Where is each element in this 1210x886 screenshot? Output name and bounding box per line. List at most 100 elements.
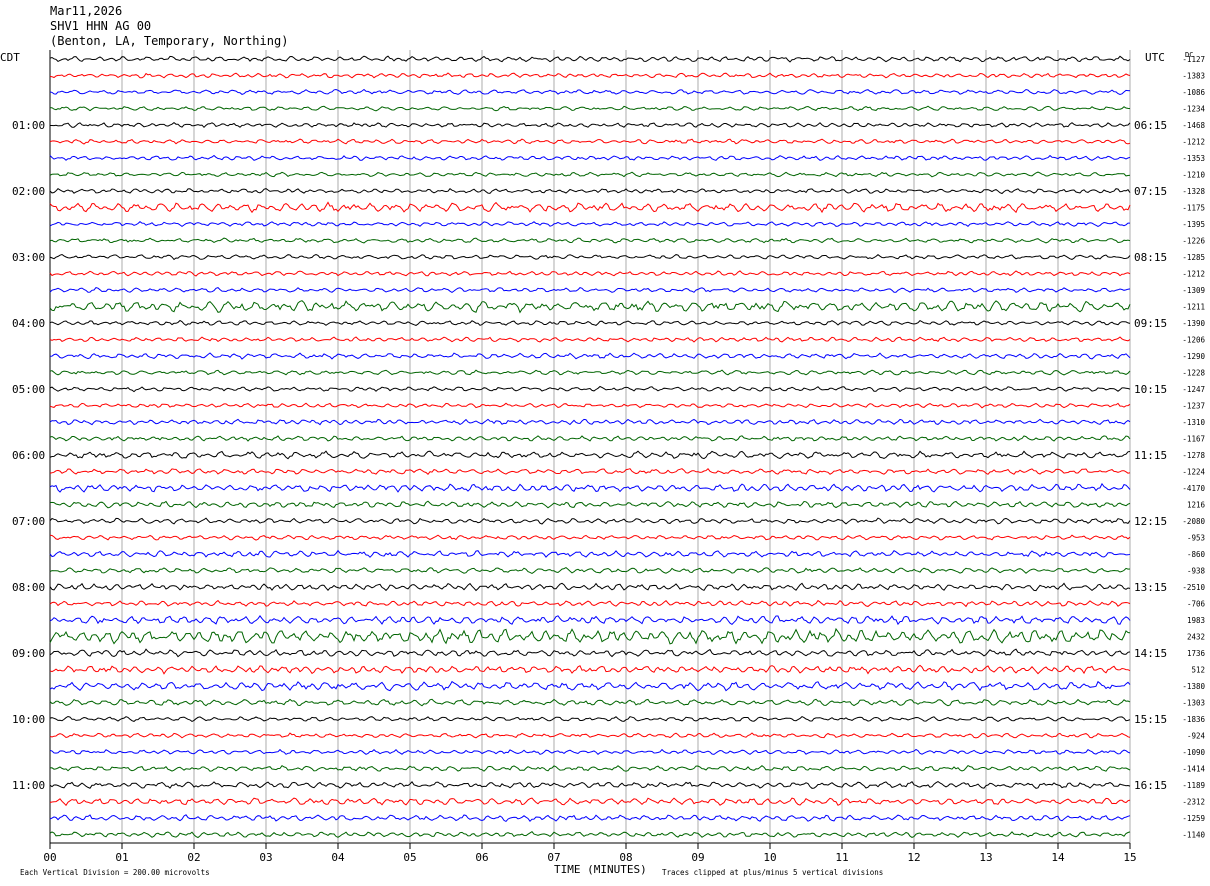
left-hour-label: 04:00 — [12, 317, 45, 330]
seismic-trace — [49, 300, 1131, 314]
left-hour-label: 06:00 — [12, 449, 45, 462]
x-tick-label: 15 — [1123, 851, 1136, 864]
seismic-trace — [49, 534, 1131, 541]
x-tick-label: 11 — [835, 851, 848, 864]
x-tick-label: 14 — [1051, 851, 1065, 864]
seismic-trace — [49, 237, 1131, 244]
seismic-trace — [49, 154, 1131, 161]
seismic-trace — [49, 732, 1131, 739]
left-hour-label: 07:00 — [12, 515, 45, 528]
right-hour-label: 12:15 — [1134, 515, 1167, 528]
seismic-trace — [49, 369, 1131, 376]
dc-offset-label: 1983 — [1187, 616, 1205, 625]
seismic-trace — [49, 319, 1131, 326]
station-label: SHV1 HHN AG 00 — [50, 19, 152, 33]
dc-offset-label: 512 — [1191, 666, 1205, 675]
x-tick-label: 04 — [331, 851, 345, 864]
seismic-trace — [49, 764, 1131, 772]
seismic-trace — [49, 648, 1131, 658]
dc-offset-label: -706 — [1187, 600, 1206, 609]
seismic-trace — [49, 549, 1131, 558]
seismic-trace — [49, 517, 1131, 525]
dc-offset-label: -1228 — [1182, 369, 1205, 378]
right-hour-label: 08:15 — [1134, 251, 1167, 264]
dc-offset-label: -1310 — [1182, 418, 1205, 427]
x-tick-label: 13 — [979, 851, 992, 864]
x-tick-label: 09 — [691, 851, 704, 864]
seismic-trace — [49, 627, 1131, 645]
seismic-trace — [49, 385, 1131, 393]
dc-offset-label: -1212 — [1182, 270, 1205, 279]
dc-offset-label: -1383 — [1182, 72, 1205, 81]
seismic-trace — [49, 188, 1131, 195]
dc-offset-label: -2510 — [1182, 583, 1205, 592]
dc-offset-label: 1216 — [1187, 501, 1206, 510]
dc-offset-label: -1380 — [1182, 682, 1205, 691]
seismic-trace — [49, 418, 1131, 426]
seismic-trace — [49, 482, 1131, 493]
right-hour-label: 09:15 — [1134, 317, 1167, 330]
left-hour-label: 08:00 — [12, 581, 45, 594]
dc-offset-label: -1309 — [1182, 286, 1205, 295]
dc-offset-label: -1390 — [1182, 319, 1205, 328]
x-tick-label: 02 — [187, 851, 200, 864]
left-hour-label: 03:00 — [12, 251, 45, 264]
right-hour-label: 07:15 — [1134, 185, 1167, 198]
seismic-trace — [49, 680, 1131, 692]
dc-offset-label: -924 — [1187, 732, 1206, 741]
grid — [49, 50, 1131, 849]
dc-offset-label: -1303 — [1182, 699, 1205, 708]
seismic-trace — [49, 831, 1131, 839]
x-tick-label: 10 — [763, 851, 776, 864]
trace-group — [49, 55, 1131, 839]
dc-offset-label: -1086 — [1182, 88, 1205, 97]
left-hour-label: 11:00 — [12, 779, 45, 792]
right-hour-label: 06:15 — [1134, 119, 1167, 132]
clip-note: Traces clipped at plus/minus 5 vertical … — [662, 868, 883, 877]
right-hour-label: 10:15 — [1134, 383, 1167, 396]
seismic-trace — [49, 55, 1131, 63]
dc-offset-label: -2080 — [1182, 517, 1205, 526]
x-tick-label: 12 — [907, 851, 920, 864]
seismic-trace — [49, 814, 1131, 823]
x-tick-label: 03 — [259, 851, 272, 864]
right-hour-label: 11:15 — [1134, 449, 1167, 462]
right-hour-label: 14:15 — [1134, 647, 1167, 660]
right-hour-label: 15:15 — [1134, 713, 1167, 726]
dc-offset-label: 2432 — [1187, 633, 1205, 642]
x-tick-label: 08 — [619, 851, 632, 864]
dc-offset-label: -1468 — [1182, 121, 1205, 130]
seismic-trace — [49, 352, 1131, 360]
location-label: (Benton, LA, Temporary, Northing) — [50, 34, 289, 48]
right-hour-label: 13:15 — [1134, 581, 1167, 594]
seismic-trace — [49, 450, 1131, 460]
seismic-trace — [49, 402, 1131, 409]
x-tick-label: 06 — [475, 851, 488, 864]
dc-label: DC — [1185, 51, 1193, 59]
seismic-trace — [49, 615, 1131, 626]
seismic-trace — [49, 72, 1131, 79]
x-axis-title: TIME (MINUTES) — [554, 863, 647, 876]
dc-offset-label: -1414 — [1182, 765, 1205, 774]
dc-offset-label: -1167 — [1182, 435, 1205, 444]
left-hour-label: 01:00 — [12, 119, 45, 132]
x-tick-label: 00 — [43, 851, 56, 864]
seismic-trace — [50, 121, 1131, 129]
dc-offset-label: -1175 — [1182, 204, 1205, 213]
seismic-trace — [49, 780, 1131, 789]
dc-offset-label: -1212 — [1182, 138, 1205, 147]
seismic-trace — [49, 287, 1131, 293]
dc-offset-label: -1224 — [1182, 468, 1205, 477]
dc-offset-label: -1259 — [1182, 814, 1205, 823]
dc-offset-label: -1328 — [1182, 187, 1205, 196]
dc-offset-label: 1736 — [1187, 649, 1206, 658]
dc-offset-label: -1211 — [1182, 303, 1205, 312]
dc-offset-label: -1140 — [1182, 831, 1205, 840]
dc-offset-label: -1395 — [1182, 220, 1205, 229]
label-group: 00 01 02 03 04 05 06 07 08 09 10 11 12 13 14 15 -1127 -13… — [12, 55, 1205, 864]
seismic-trace — [49, 138, 1131, 145]
seismic-trace — [49, 467, 1131, 476]
left-hour-label: 05:00 — [12, 383, 45, 396]
right-timezone-label: UTC — [1145, 51, 1165, 64]
